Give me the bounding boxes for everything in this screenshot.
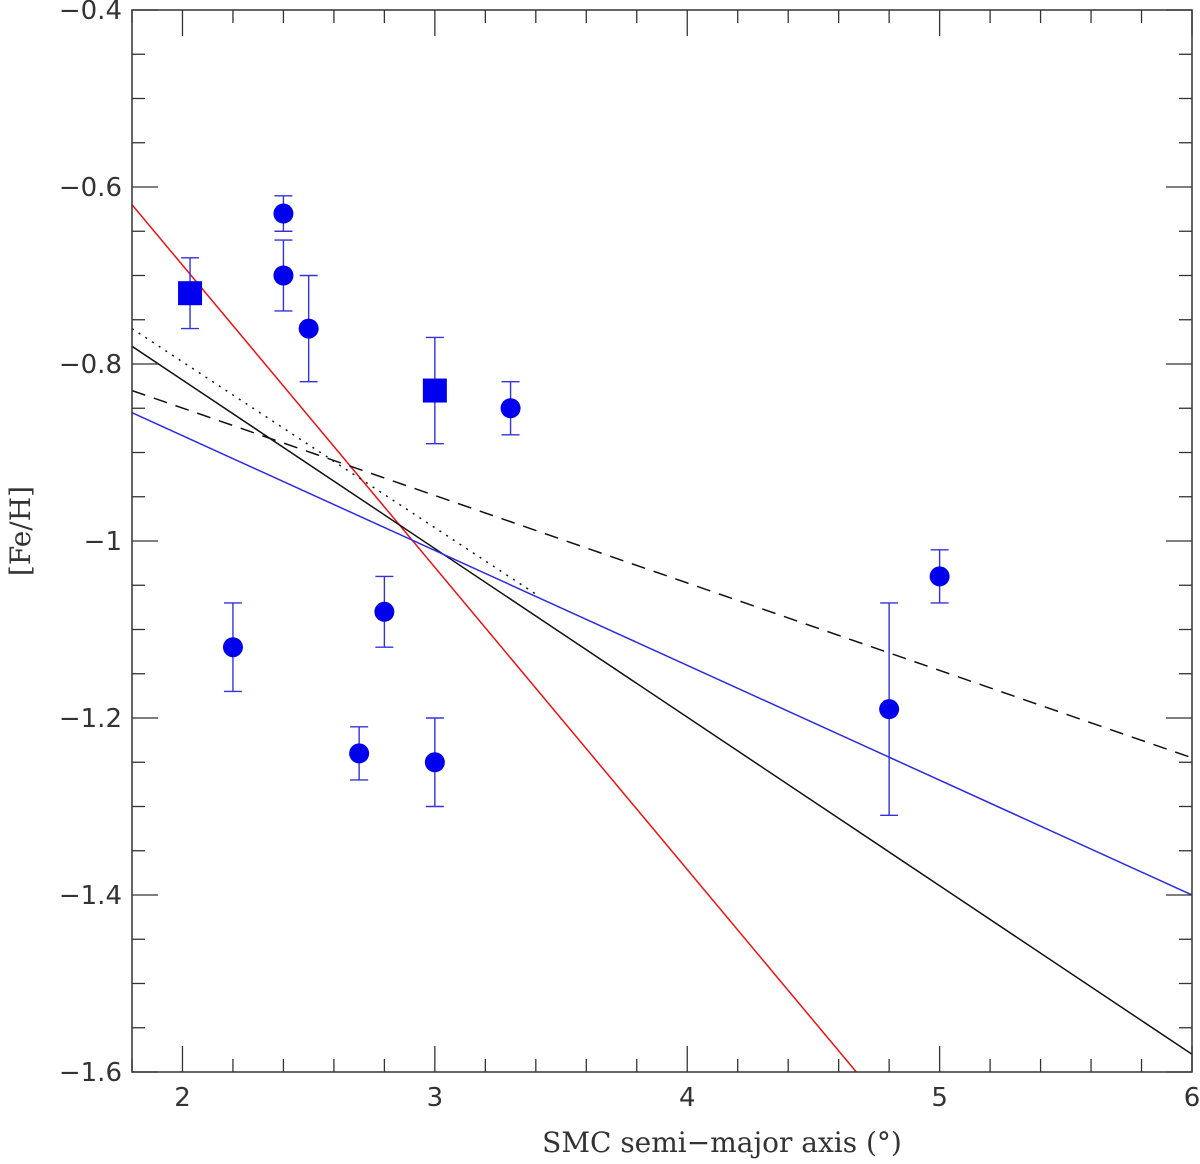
x-tick-label: 5 xyxy=(931,1083,948,1113)
x-tick-labels: 2 3 4 5 6 xyxy=(174,1083,1200,1113)
y-tick-label: −0.8 xyxy=(59,350,122,380)
data-point-circle xyxy=(349,743,370,764)
y-tick-label: −0.4 xyxy=(59,0,122,26)
y-tick-label: −1.6 xyxy=(59,1058,122,1088)
fit-line-solid xyxy=(132,411,1192,896)
y-axis-title: [Fe/H] xyxy=(4,486,37,576)
x-tick-label: 2 xyxy=(174,1083,191,1113)
data-point-square xyxy=(178,281,203,306)
fit-line-dotted xyxy=(132,327,537,595)
y-tick-label: −0.6 xyxy=(59,173,122,203)
axis-ticks xyxy=(131,9,1193,1073)
x-tick-label: 6 xyxy=(1184,1083,1200,1113)
data-point-square xyxy=(422,378,447,403)
data-point-circle xyxy=(424,752,445,773)
data-point-circle xyxy=(374,601,395,622)
y-tick-labels: −1.6 −1.4 −1.2 −1 −0.8 −0.6 −0.4 xyxy=(59,0,122,1088)
y-tick-label: −1.4 xyxy=(59,881,122,911)
plot-frame xyxy=(131,9,1193,1073)
fit-line-solid xyxy=(132,204,857,1072)
y-tick-label: −1 xyxy=(84,527,122,557)
x-axis-title: SMC semi−major axis (°) xyxy=(542,1126,902,1159)
fit-line-solid xyxy=(132,345,1192,1055)
data-point-circle xyxy=(879,699,900,720)
data-points xyxy=(178,195,950,817)
data-point-circle xyxy=(929,566,950,587)
data-point-circle xyxy=(500,398,521,419)
data-point-circle xyxy=(222,637,243,658)
data-point-circle xyxy=(273,203,294,224)
fit-lines xyxy=(132,204,1192,1072)
x-tick-label: 3 xyxy=(427,1083,444,1113)
fit-line-dashed xyxy=(132,389,1192,759)
data-point-circle xyxy=(273,265,294,286)
y-tick-label: −1.2 xyxy=(59,704,122,734)
x-tick-label: 4 xyxy=(679,1083,696,1113)
data-point-circle xyxy=(298,318,319,339)
